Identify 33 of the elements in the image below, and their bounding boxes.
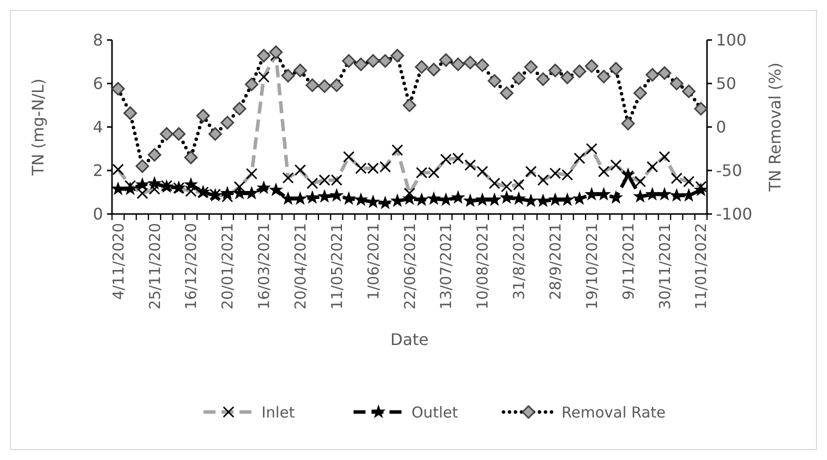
x-tick-label: 19/10/2021	[582, 223, 601, 310]
x-tick-label: 22/06/2021	[400, 223, 419, 310]
x-tick-label: 9/11/2021	[619, 223, 638, 300]
legend-label: Removal Rate	[562, 403, 666, 422]
x-tick-label: 20/04/2021	[291, 223, 310, 310]
y-tick-label: 8	[92, 30, 103, 50]
y2-tick-label: 0	[716, 118, 726, 137]
y-tick-label: 4	[92, 118, 103, 137]
y2-axis-title: TN Removal (%)	[766, 62, 785, 192]
x-tick-label: 11/05/2021	[328, 223, 346, 310]
legend-label: Inlet	[262, 403, 295, 422]
x-tick-label: 10/08/2021	[474, 223, 492, 310]
x-tick-label: 25/11/2020	[146, 223, 164, 310]
y-tick-label: 0	[92, 204, 103, 224]
x-tick-label: 20/01/2021	[218, 223, 237, 310]
x-tick-label: 13/07/2021	[437, 223, 456, 310]
y2-tick-label: -100	[716, 204, 752, 224]
x-tick-label: 11/01/2022	[692, 223, 710, 310]
x-tick-label: 31/8/2021	[510, 223, 528, 300]
y-tick-label: 2	[92, 161, 103, 180]
x-tick-label: 1/06/2021	[364, 223, 382, 300]
x-axis-title: Date	[390, 330, 429, 349]
y2-tick-label: -50	[716, 161, 742, 180]
x-tick-label: 28/9/2021	[546, 223, 564, 300]
y2-tick-label: 50	[716, 74, 736, 94]
legend-label: Outlet	[412, 403, 458, 422]
x-tick-label: 16/03/2021	[255, 223, 274, 310]
x-tick-label: 16/12/2020	[182, 223, 200, 310]
y-tick-label: 6	[92, 74, 103, 94]
x-tick-label: 4/11/2020	[109, 223, 128, 300]
x-tick-label: 30/11/2021	[656, 223, 674, 310]
y2-tick-label: 100	[716, 30, 747, 50]
y-axis-title: TN (mg-N/L)	[28, 78, 48, 177]
